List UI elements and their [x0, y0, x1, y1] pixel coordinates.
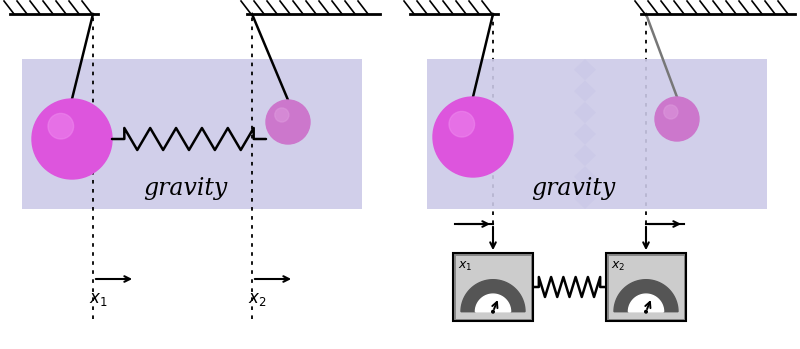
Circle shape — [275, 108, 289, 122]
Circle shape — [664, 105, 678, 119]
Polygon shape — [461, 280, 525, 312]
Text: $x_1$: $x_1$ — [458, 260, 473, 273]
Text: $x_2$: $x_2$ — [248, 290, 266, 308]
Polygon shape — [427, 59, 596, 209]
Bar — [453, 253, 533, 321]
Circle shape — [655, 97, 699, 141]
Polygon shape — [629, 294, 664, 312]
Text: $x_2$: $x_2$ — [611, 260, 626, 273]
Bar — [609, 255, 683, 319]
Circle shape — [492, 310, 494, 313]
Circle shape — [433, 97, 513, 177]
Text: gravity: gravity — [143, 178, 227, 200]
Bar — [22, 59, 362, 209]
Circle shape — [32, 99, 112, 179]
Circle shape — [266, 100, 310, 144]
Polygon shape — [614, 280, 678, 312]
Bar — [606, 253, 686, 321]
Text: gravity: gravity — [531, 178, 615, 200]
Circle shape — [48, 113, 74, 139]
Polygon shape — [574, 59, 767, 209]
Circle shape — [449, 111, 474, 137]
Polygon shape — [475, 294, 510, 312]
Text: $x_1$: $x_1$ — [89, 290, 107, 308]
Circle shape — [645, 310, 647, 313]
Bar — [455, 255, 530, 319]
